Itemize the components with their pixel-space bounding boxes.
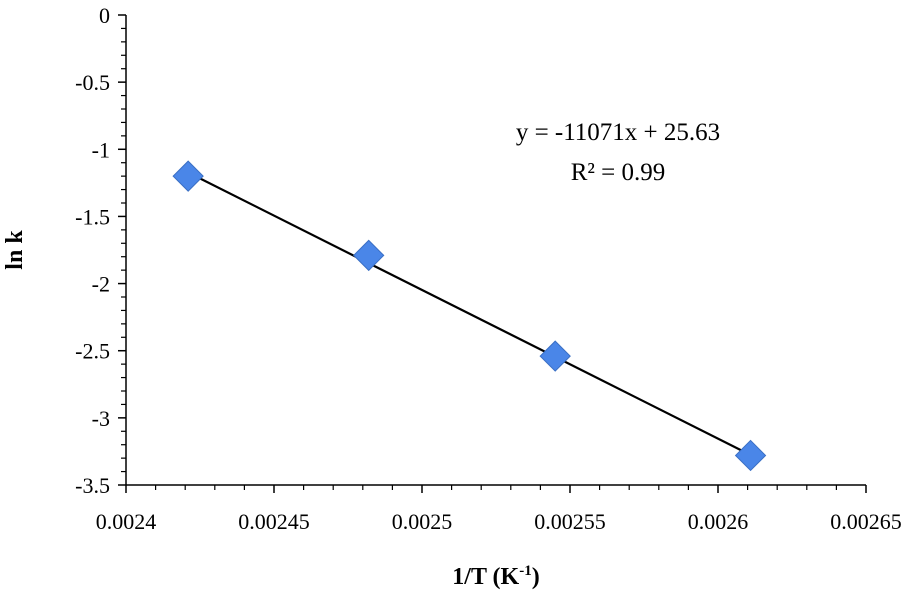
y-tick-label: -3 bbox=[92, 406, 110, 431]
data-point-diamond bbox=[353, 239, 385, 272]
y-tick-label: -1.5 bbox=[75, 204, 110, 229]
y-axis-title: ln k bbox=[2, 230, 28, 270]
y-tick-label: -1 bbox=[92, 137, 110, 162]
x-tick-label: 0.0024 bbox=[96, 509, 157, 534]
data-point-diamond bbox=[172, 160, 204, 192]
y-tick-label: -3.5 bbox=[75, 473, 110, 498]
equation-label: y = -11071x + 25.63 bbox=[516, 119, 720, 146]
x-tick-label: 0.0026 bbox=[688, 509, 749, 534]
y-tick-label: -2 bbox=[92, 272, 110, 297]
x-axis-title-superscript: -1 bbox=[519, 563, 532, 579]
y-tick-label: 0 bbox=[99, 3, 110, 28]
trendline bbox=[187, 171, 752, 456]
x-axis-title: 1/T (K-1) bbox=[452, 563, 539, 590]
x-axis-ticks: 0.0024 0.00245 0.0025 0.00255 0.0026 0.00265 bbox=[96, 485, 902, 534]
x-axis-title-main: 1/T (K bbox=[452, 564, 519, 590]
y-tick-label: -0.5 bbox=[75, 70, 110, 95]
data-point-diamond bbox=[734, 439, 767, 472]
y-tick-label: -2.5 bbox=[75, 339, 110, 364]
x-tick-label: 0.00245 bbox=[238, 509, 310, 534]
x-axis-title-close: ) bbox=[532, 564, 540, 590]
x-tick-label: 0.00255 bbox=[534, 509, 606, 534]
data-point-diamond bbox=[539, 340, 571, 372]
x-tick-label: 0.00265 bbox=[830, 509, 902, 534]
data-points bbox=[172, 160, 767, 472]
r-squared-label: R² = 0.99 bbox=[571, 159, 666, 186]
y-axis-ticks: 0 -0.5 -1 -1.5 -2 -2.5 -3 -3.5 bbox=[75, 3, 126, 498]
x-tick-label: 0.0025 bbox=[392, 509, 453, 534]
